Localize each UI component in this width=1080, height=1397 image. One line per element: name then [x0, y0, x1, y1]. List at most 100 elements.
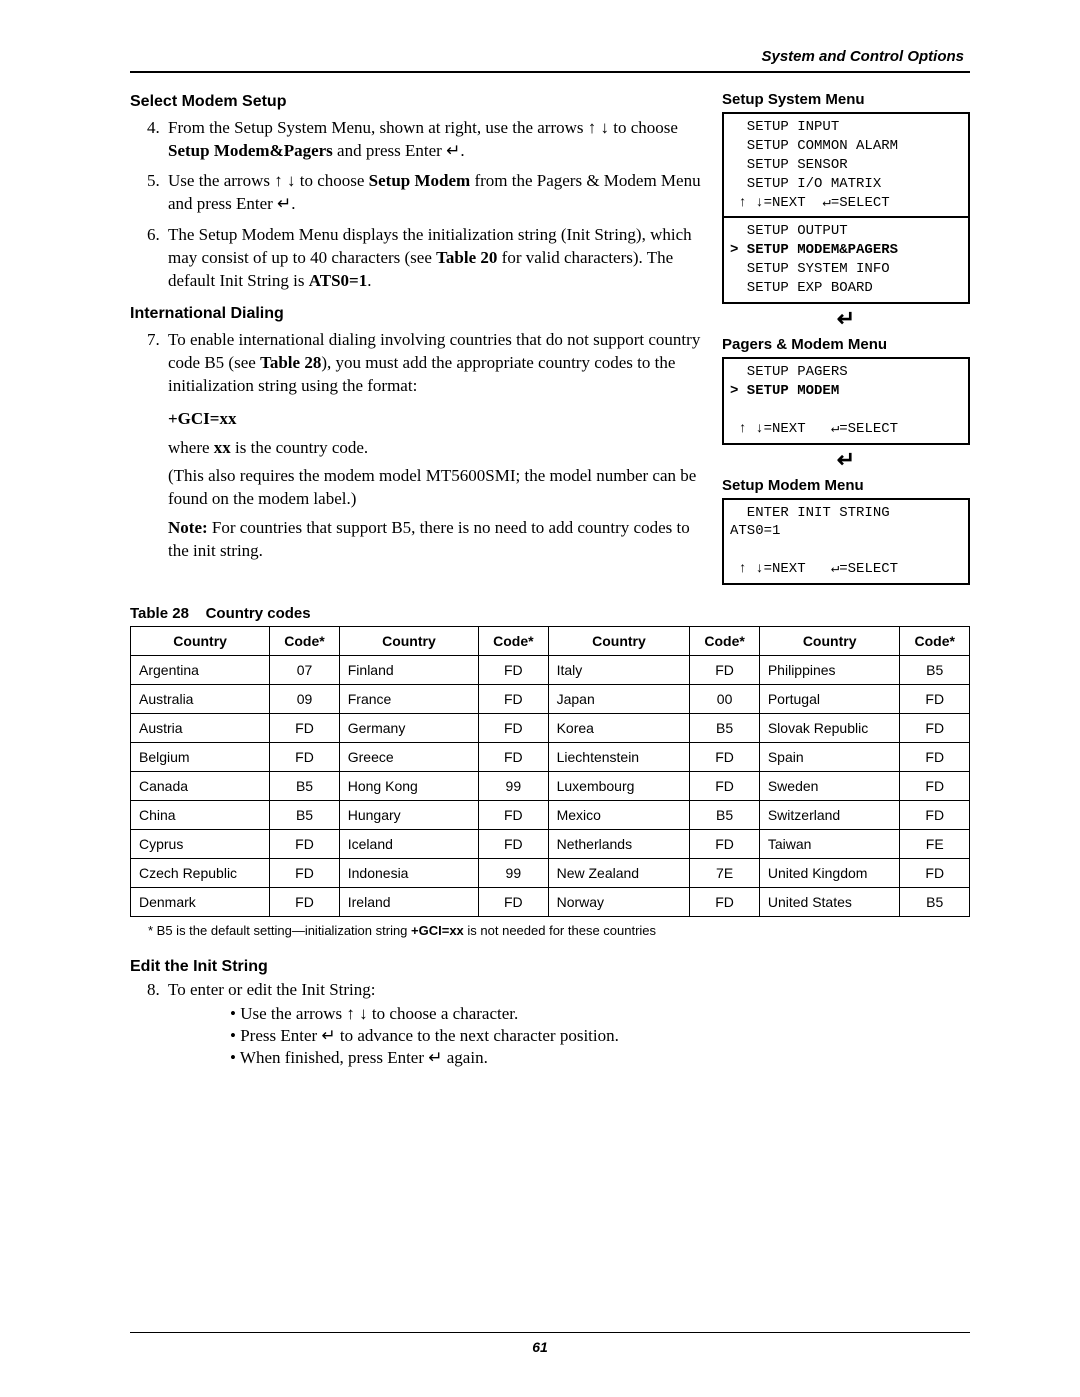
code-cell: FD — [270, 714, 340, 743]
country-cell: Luxembourg — [548, 772, 690, 801]
th-code: Code* — [690, 627, 760, 656]
code-cell: FD — [479, 830, 549, 859]
code-cell: B5 — [690, 714, 760, 743]
country-cell: Belgium — [131, 743, 270, 772]
setup-modem-menu-box: ENTER INIT STRING ATS0=1 ↑ ↓=NEXT ↵=SELE… — [722, 498, 970, 586]
code-cell: FD — [270, 888, 340, 917]
code-cell: FD — [479, 888, 549, 917]
setup-system-menu-box: SETUP INPUT SETUP COMMON ALARM SETUP SEN… — [722, 112, 970, 304]
th-code: Code* — [270, 627, 340, 656]
code-cell: FD — [479, 685, 549, 714]
country-cell: Greece — [339, 743, 478, 772]
country-cell: Australia — [131, 685, 270, 714]
table-row: Argentina07FinlandFDItalyFDPhilippinesB5 — [131, 656, 970, 685]
country-cell: China — [131, 801, 270, 830]
th-country: Country — [759, 627, 900, 656]
country-cell: United States — [759, 888, 900, 917]
country-cell: Indonesia — [339, 859, 478, 888]
country-cell: Italy — [548, 656, 690, 685]
country-cell: Austria — [131, 714, 270, 743]
enter-arrow-icon-2: ↵ — [722, 447, 970, 473]
country-cell: Finland — [339, 656, 478, 685]
code-cell: FD — [900, 743, 970, 772]
note-line: Note: For countries that support B5, the… — [168, 517, 710, 563]
code-cell: B5 — [270, 772, 340, 801]
bullet-2: Press Enter ↵ to advance to the next cha… — [226, 1026, 970, 1046]
bullet-3: When finished, press Enter ↵ again. — [226, 1048, 970, 1068]
gci-line: +GCI=xx — [168, 408, 710, 431]
international-dialing-title: International Dialing — [130, 303, 710, 325]
code-cell: FD — [900, 772, 970, 801]
table-header-row: Country Code* Country Code* Country Code… — [131, 627, 970, 656]
code-cell: B5 — [900, 888, 970, 917]
code-cell: FD — [270, 743, 340, 772]
code-cell: FD — [690, 888, 760, 917]
content-wrap: Select Modem Setup From the Setup System… — [130, 87, 970, 587]
setup-system-menu-title: Setup System Menu — [722, 91, 970, 108]
page-number: 61 — [532, 1339, 548, 1355]
code-cell: FD — [900, 859, 970, 888]
country-cell: United Kingdom — [759, 859, 900, 888]
code-cell: FE — [900, 830, 970, 859]
table-row: BelgiumFDGreeceFDLiechtensteinFDSpainFD — [131, 743, 970, 772]
table-row: ChinaB5HungaryFDMexicoB5SwitzerlandFD — [131, 801, 970, 830]
table-body: Argentina07FinlandFDItalyFDPhilippinesB5… — [131, 656, 970, 917]
country-cell: Slovak Republic — [759, 714, 900, 743]
country-cell: Korea — [548, 714, 690, 743]
country-cell: Czech Republic — [131, 859, 270, 888]
code-cell: FD — [690, 743, 760, 772]
table-caption: Table 28 Country codes — [130, 605, 970, 622]
country-cell: Norway — [548, 888, 690, 917]
country-cell: Germany — [339, 714, 478, 743]
code-cell: B5 — [270, 801, 340, 830]
code-cell: 09 — [270, 685, 340, 714]
code-cell: FD — [479, 743, 549, 772]
menu-divider — [724, 216, 968, 218]
country-cell: Hong Kong — [339, 772, 478, 801]
step-8: To enter or edit the Init String: Use th… — [164, 980, 970, 1068]
pagers-modem-menu-box: SETUP PAGERS > SETUP MODEM ↑ ↓=NEXT ↵=SE… — [722, 357, 970, 445]
model-note: (This also requires the modem model MT56… — [168, 465, 710, 511]
code-cell: FD — [690, 830, 760, 859]
page: System and Control Options Select Modem … — [0, 0, 1080, 1397]
code-cell: 07 — [270, 656, 340, 685]
table-row: DenmarkFDIrelandFDNorwayFDUnited StatesB… — [131, 888, 970, 917]
country-cell: New Zealand — [548, 859, 690, 888]
country-cell: Portugal — [759, 685, 900, 714]
step-4: From the Setup System Menu, shown at rig… — [164, 117, 710, 163]
steps-7: To enable international dialing involvin… — [130, 329, 710, 398]
th-code: Code* — [479, 627, 549, 656]
steps-4-6: From the Setup System Menu, shown at rig… — [130, 117, 710, 294]
code-cell: 7E — [690, 859, 760, 888]
table-row: Australia09FranceFDJapan00PortugalFD — [131, 685, 970, 714]
country-cell: Ireland — [339, 888, 478, 917]
code-cell: FD — [900, 801, 970, 830]
code-cell: 00 — [690, 685, 760, 714]
page-footer: 61 — [0, 1332, 1080, 1357]
country-cell: Philippines — [759, 656, 900, 685]
pagers-modem-menu-title: Pagers & Modem Menu — [722, 336, 970, 353]
country-cell: Switzerland — [759, 801, 900, 830]
table-row: AustriaFDGermanyFDKoreaB5Slovak Republic… — [131, 714, 970, 743]
country-cell: Hungary — [339, 801, 478, 830]
country-cell: Netherlands — [548, 830, 690, 859]
code-cell: B5 — [900, 656, 970, 685]
country-cell: Liechtenstein — [548, 743, 690, 772]
bullet-1: Use the arrows ↑ ↓ to choose a character… — [226, 1004, 970, 1024]
country-cell: Iceland — [339, 830, 478, 859]
country-cell: France — [339, 685, 478, 714]
table-row: Czech Republic FD Indonesia99New Zealand7E… — [131, 859, 970, 888]
step-5: Use the arrows ↑ ↓ to choose Setup Modem… — [164, 170, 710, 216]
code-cell: FD — [900, 714, 970, 743]
edit-init-string-title: Edit the Init String — [130, 958, 970, 976]
country-cell: Mexico — [548, 801, 690, 830]
country-cell: Denmark — [131, 888, 270, 917]
code-cell: 99 — [479, 772, 549, 801]
step-6: The Setup Modem Menu displays the initia… — [164, 224, 710, 293]
code-cell: B5 — [690, 801, 760, 830]
right-column: Setup System Menu SETUP INPUT SETUP COMM… — [722, 87, 970, 587]
select-modem-setup-title: Select Modem Setup — [130, 91, 710, 113]
steps-8: To enter or edit the Init String: Use th… — [130, 980, 970, 1068]
step-8-bullets: Use the arrows ↑ ↓ to choose a character… — [168, 1004, 970, 1068]
code-cell: 99 — [479, 859, 549, 888]
